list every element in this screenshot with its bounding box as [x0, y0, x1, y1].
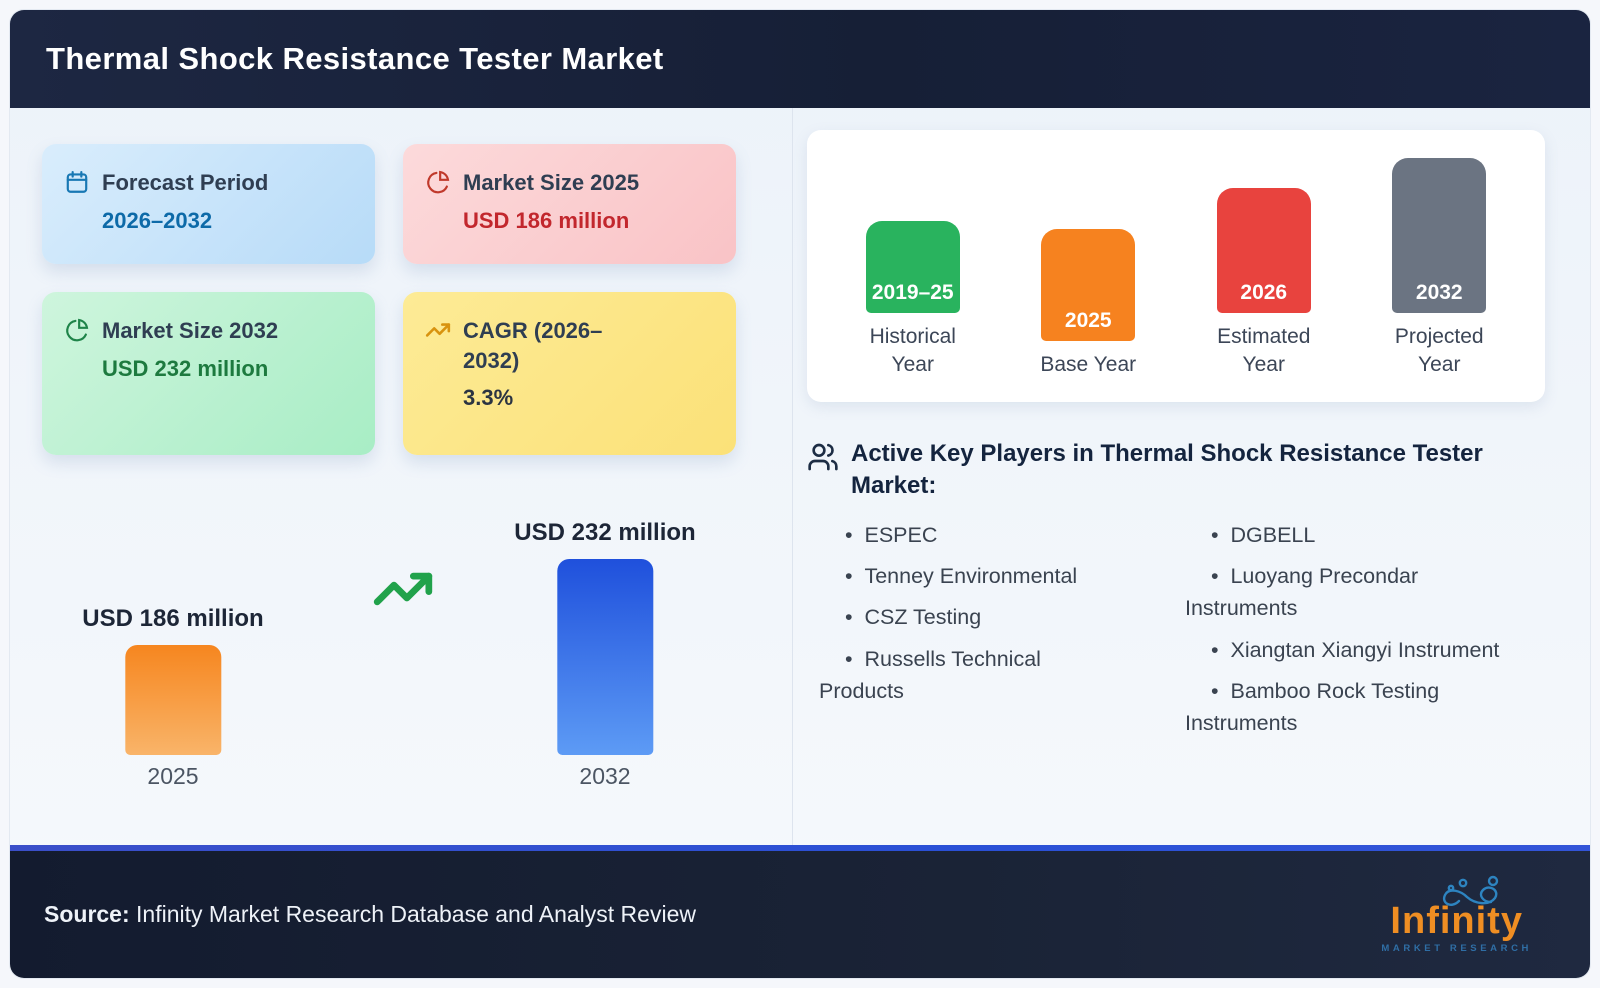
bar-year-label: 2032	[579, 763, 631, 789]
bar-value-label: USD 232 million	[514, 519, 696, 546]
card-value: 2026–2032	[102, 207, 213, 233]
market-size-2032-card: Market Size 2032 USD 232 million	[42, 292, 375, 455]
key-players-lists: • ESPEC • Tenney Environmental • CSZ Testi…	[819, 519, 1570, 749]
pie-chart-icon	[66, 318, 89, 342]
card-value: USD 232 million	[102, 355, 269, 381]
card-head: Market Size 2032	[64, 316, 355, 346]
pie-chart-icon	[427, 170, 450, 194]
key-players-title: Active Key Players in Thermal Shock Resi…	[851, 440, 1483, 500]
timeline-bar: 2025	[1041, 228, 1136, 341]
bar-year-label: 2025	[147, 763, 199, 789]
infinity-swirl-icon	[1442, 876, 1498, 907]
header: Thermal Shock Resistance Tester Market	[10, 10, 1590, 108]
calendar-icon	[66, 170, 88, 193]
main-content: Forecast Period 2026–2032 Market Size 20…	[10, 108, 1590, 845]
timeline-bar-category: Base Year	[1040, 352, 1137, 376]
logo-subtext: MARKET RESEARCH	[1381, 943, 1532, 955]
key-player-item: • Luoyang Precondar Instruments	[1185, 564, 1419, 621]
card-title: CAGR (2026–2032)	[463, 318, 603, 373]
key-players-column-2: • DGBELL • Luoyang Precondar Instruments •…	[1185, 519, 1505, 749]
card-head: Forecast Period	[64, 168, 355, 198]
timeline-column: 2019–25 Historical Year	[851, 155, 975, 378]
card-head: CAGR (2026–2032)	[425, 316, 716, 375]
timeline-bar-year: 2032	[1415, 281, 1463, 305]
footer: Source: Infinity Market Research Databas…	[10, 851, 1590, 978]
timeline-bar: 2026	[1216, 188, 1311, 314]
bar-2032	[556, 559, 653, 755]
bar-value-label: USD 186 million	[82, 605, 264, 632]
bar-group-2032: USD 232 million 2032	[514, 519, 696, 789]
key-player-item: • CSZ Testing	[845, 605, 982, 630]
infographic-frame: Thermal Shock Resistance Tester Market F…	[10, 10, 1590, 978]
key-player-item: • Tenney Environmental	[845, 564, 1078, 589]
timeline-bar-category: Estimated Year	[1217, 325, 1311, 376]
timeline-bar-category: Historical Year	[869, 325, 956, 376]
bar-2025	[124, 645, 221, 755]
market-size-chart: USD 186 million 2025 USD 232 million 203…	[10, 108, 792, 845]
key-player-item: • Russells Technical Products	[819, 646, 1041, 703]
trending-up-icon	[425, 323, 451, 337]
card-title: Market Size 2025	[463, 170, 640, 195]
key-player-item: • ESPEC	[845, 522, 938, 547]
timeline-card: 2019–25 Historical Year 2025 Base Year 2026 E…	[807, 130, 1545, 402]
timeline-bar-year: 2025	[1064, 308, 1112, 332]
bar-group-2025: USD 186 million 2025	[82, 605, 264, 789]
cagr-card: CAGR (2026–2032) 3.3%	[403, 292, 736, 455]
infinity-logo: Infinity MARKET RESEARCH	[1381, 875, 1532, 954]
key-players-column-1: • ESPEC • Tenney Environmental • CSZ Testi…	[819, 519, 1105, 749]
source-text: Infinity Market Research Database and An…	[129, 901, 696, 927]
key-player-item: • Xiangtan Xiangyi Instrument	[1211, 637, 1500, 662]
timeline-column: 2025 Base Year	[1026, 155, 1150, 378]
timeline-column: 2026 Estimated Year	[1202, 155, 1326, 378]
card-value: 3.3%	[463, 385, 514, 411]
footer-accent-bar	[10, 845, 1590, 851]
timeline-column: 2032 Projected Year	[1377, 155, 1501, 378]
timeline-bar-year: 2019–25	[871, 281, 954, 305]
card-value: USD 186 million	[463, 207, 630, 233]
timeline-bar-year: 2026	[1240, 281, 1288, 305]
page-title: Thermal Shock Resistance Tester Market	[46, 41, 664, 76]
key-player-item: • DGBELL	[1211, 522, 1316, 547]
timeline-bar-category: Projected Year	[1394, 325, 1484, 376]
card-title: Market Size 2032	[102, 318, 279, 343]
left-panel: Forecast Period 2026–2032 Market Size 20…	[10, 108, 793, 845]
timeline-bar: 2019–25	[865, 221, 960, 314]
users-icon	[808, 443, 838, 471]
key-player-item: • Bamboo Rock Testing Instruments	[1185, 678, 1440, 736]
card-head: Market Size 2025	[425, 168, 716, 198]
right-panel: 2019–25 Historical Year 2025 Base Year 2026 E…	[793, 108, 1590, 845]
stat-cards-grid: Forecast Period 2026–2032 Market Size 20…	[42, 144, 792, 455]
source-label: Source:	[44, 901, 130, 927]
timeline-row: 2019–25 Historical Year 2025 Base Year 2026 E…	[825, 155, 1527, 378]
card-title: Forecast Period	[102, 170, 269, 195]
logo-text: Infinity	[1390, 900, 1523, 943]
source-line: Source: Infinity Market Research Databas…	[44, 901, 696, 928]
key-players-heading: Active Key Players in Thermal Shock Resi…	[807, 438, 1550, 503]
market-size-2025-card: Market Size 2025 USD 186 million	[403, 144, 736, 264]
timeline-bar: 2032	[1392, 158, 1487, 314]
trending-up-icon	[373, 572, 433, 606]
forecast-period-card: Forecast Period 2026–2032	[42, 144, 375, 264]
